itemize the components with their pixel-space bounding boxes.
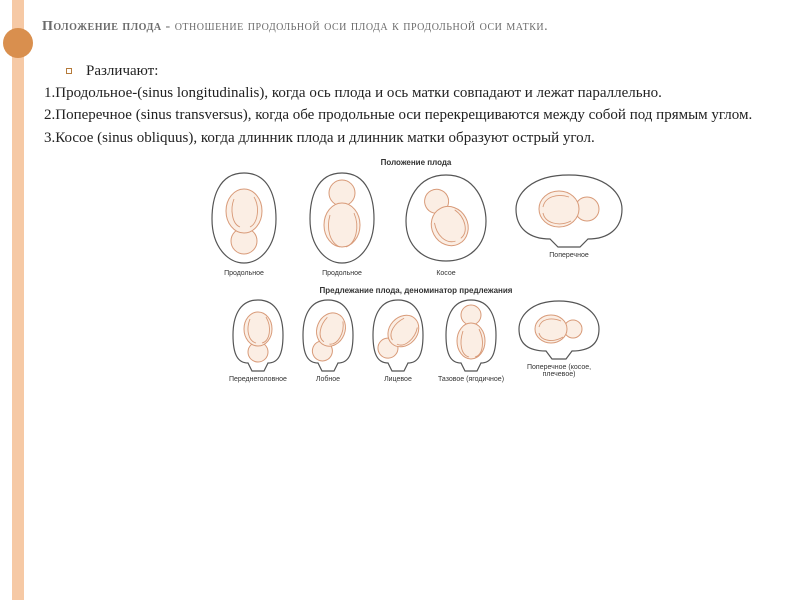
figure-cell: Лобное xyxy=(298,297,358,384)
figure-cell: Лицевое xyxy=(368,297,428,384)
figure: Положение плода Продольное xyxy=(42,158,790,383)
list-item: 1.Продольное-(sinus longitudinalis), ког… xyxy=(44,83,790,103)
lead-row: Различают: xyxy=(66,61,790,81)
figure-row1: Продольное Продольное xyxy=(42,169,790,278)
presentation-vertex-icon xyxy=(228,297,288,375)
title-strong: Положение плода xyxy=(42,19,162,34)
uterus-longitudinal-icon xyxy=(302,169,382,269)
uterus-transverse-icon xyxy=(510,169,628,251)
presentation-face-icon xyxy=(368,297,428,375)
list-item: 3.Косое (sinus obliquus), когда длинник … xyxy=(44,128,790,148)
title-rest: - отношение продольной оси плода к продо… xyxy=(162,19,549,34)
accent-strip xyxy=(12,0,24,600)
figure-caption: Продольное xyxy=(224,270,264,278)
presentation-breech-icon xyxy=(441,297,501,375)
figure-row2-title: Предлежание плода, деноминатор предлежан… xyxy=(42,286,790,295)
figure-caption: Тазовое (ягодичное) xyxy=(438,376,504,384)
figure-cell: Поперечное xyxy=(510,169,628,278)
side-accent xyxy=(0,0,30,600)
figure-cell: Продольное xyxy=(204,169,284,278)
accent-dot xyxy=(3,28,33,58)
figure-caption: Поперечное xyxy=(549,252,588,260)
presentation-shoulder-icon xyxy=(514,297,604,363)
figure-row1-title: Положение плода xyxy=(42,158,790,167)
body-text: Различают: 1.Продольное-(sinus longitudi… xyxy=(42,61,790,148)
figure-cell: Поперечное (косое, плечевое) xyxy=(514,297,604,384)
lead-text: Различают: xyxy=(86,61,158,81)
figure-caption: Косое xyxy=(436,270,455,278)
figure-caption: Переднеголовное xyxy=(229,376,287,384)
figure-cell: Тазовое (ягодичное) xyxy=(438,297,504,384)
bullet-icon xyxy=(66,68,72,74)
figure-cell: Косое xyxy=(400,169,492,278)
figure-caption: Поперечное (косое, плечевое) xyxy=(514,364,604,379)
figure-row2: Переднеголовное Лобное xyxy=(42,297,790,384)
figure-caption: Лицевое xyxy=(384,376,412,384)
figure-cell: Переднеголовное xyxy=(228,297,288,384)
content-area: Положение плода - отношение продольной о… xyxy=(42,18,790,383)
figure-cell: Продольное xyxy=(302,169,382,278)
uterus-longitudinal-icon xyxy=(204,169,284,269)
figure-caption: Продольное xyxy=(322,270,362,278)
figure-caption: Лобное xyxy=(316,376,340,384)
uterus-oblique-icon xyxy=(400,169,492,269)
presentation-brow-icon xyxy=(298,297,358,375)
list-item: 2.Поперечное (sinus transversus), когда … xyxy=(44,105,790,125)
slide: Положение плода - отношение продольной о… xyxy=(0,0,800,600)
page-title: Положение плода - отношение продольной о… xyxy=(42,18,790,37)
